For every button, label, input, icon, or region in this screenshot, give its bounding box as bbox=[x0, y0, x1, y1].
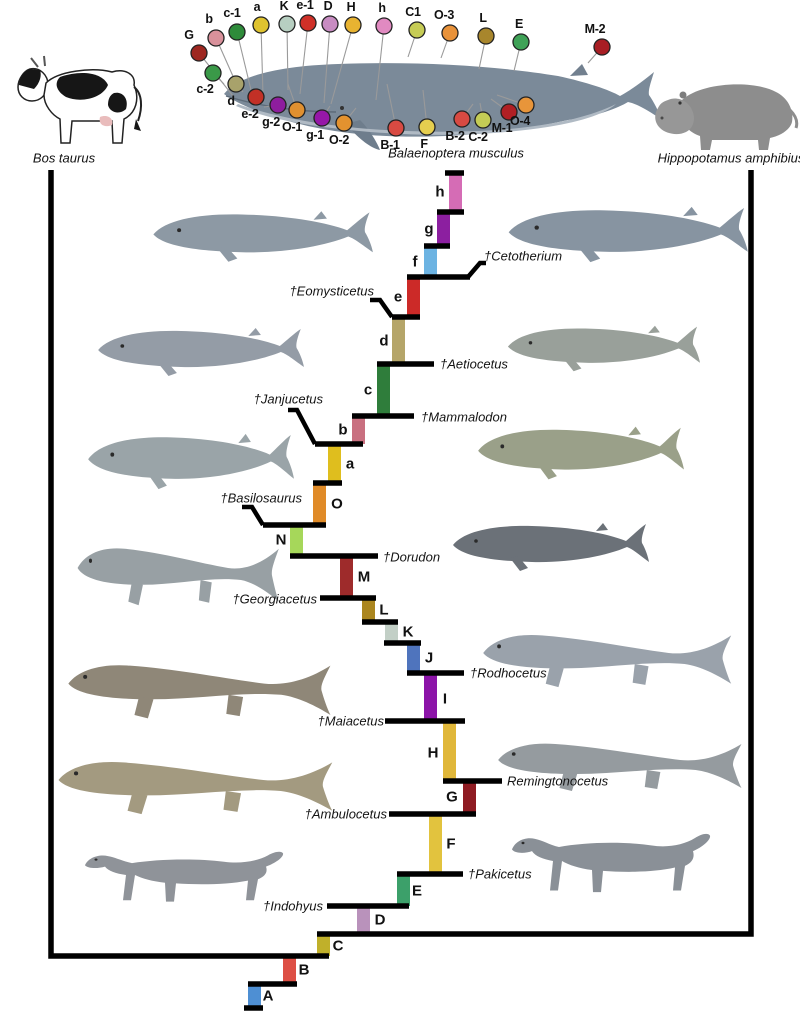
illustration-archaeocete-right-2 bbox=[498, 743, 742, 791]
illustration-whale-right-1 bbox=[508, 206, 748, 263]
marker-circle-e-1 bbox=[299, 14, 317, 32]
marker-circle-C1 bbox=[408, 21, 426, 39]
pectoral-fin bbox=[346, 120, 380, 150]
tree-segment-M bbox=[340, 556, 353, 598]
anatomy-markers bbox=[190, 14, 611, 137]
udder bbox=[99, 115, 113, 127]
janjucetus-stem bbox=[288, 407, 317, 446]
marker-circle-d bbox=[227, 75, 245, 93]
tree-segment-L bbox=[362, 598, 375, 622]
marker-circle-c-2 bbox=[204, 64, 222, 82]
marker-line-h bbox=[375, 25, 385, 101]
marker-circle-D bbox=[321, 15, 339, 33]
marker-circle-e-2 bbox=[247, 88, 265, 106]
marker-circle-b bbox=[207, 29, 225, 47]
dorsal-fin bbox=[570, 64, 588, 76]
marker-line-c-1 bbox=[236, 31, 252, 91]
tree-segment-b bbox=[352, 416, 365, 444]
marker-circle-F bbox=[418, 118, 436, 136]
marker-circle-h bbox=[375, 17, 393, 35]
tree-segment-a bbox=[328, 444, 341, 483]
marker-circle-a bbox=[252, 16, 270, 34]
marker-circle-G bbox=[190, 44, 208, 62]
tree-segment-E bbox=[397, 875, 410, 906]
illustration-quadruped-right bbox=[512, 833, 711, 893]
illustration-whale-left-1 bbox=[153, 211, 373, 262]
tree-segment-H bbox=[443, 722, 456, 781]
marker-line-e-1 bbox=[299, 22, 309, 95]
illustration-archaeocete-left-2 bbox=[68, 665, 331, 719]
tree-segment-K bbox=[385, 622, 398, 643]
tree-segment-G bbox=[463, 781, 476, 814]
marker-line-a bbox=[260, 24, 264, 96]
marker-circle-g-2 bbox=[269, 96, 287, 114]
marker-circle-H bbox=[344, 16, 362, 34]
tree-segment-I bbox=[424, 673, 437, 721]
tree-segment-d bbox=[392, 317, 405, 364]
hippo-eye bbox=[678, 101, 682, 105]
cetotherium-stem bbox=[466, 260, 486, 279]
illustration-archaeocete-right-1 bbox=[483, 634, 732, 688]
marker-circle-E bbox=[512, 33, 530, 51]
marker-circle-O-4 bbox=[517, 96, 535, 114]
tree-segment-D bbox=[357, 907, 370, 934]
hippo-ear bbox=[679, 91, 687, 99]
marker-line-D bbox=[323, 23, 331, 104]
eomysticetus-stem bbox=[370, 297, 394, 319]
tree-segment-A bbox=[248, 985, 261, 1008]
cow-illustration bbox=[17, 55, 143, 144]
illustration-archaeocete-left-3 bbox=[58, 761, 333, 815]
tree-segment-C bbox=[317, 935, 330, 956]
marker-circle-B-1 bbox=[387, 119, 405, 137]
marker-circle-M-2 bbox=[593, 38, 611, 56]
tree-segment-g bbox=[437, 212, 450, 246]
illustration-whale-left-3 bbox=[88, 433, 294, 490]
marker-circle-c-1 bbox=[228, 23, 246, 41]
hippopotamus-branch bbox=[317, 170, 754, 937]
hippo-illustration bbox=[655, 84, 799, 150]
tree-segment-f bbox=[424, 246, 437, 277]
tree-segment-c bbox=[377, 364, 390, 416]
marker-circle-B-2 bbox=[453, 110, 471, 128]
tree-segments bbox=[248, 173, 476, 1008]
cladogram-lines bbox=[48, 170, 754, 1011]
tree-segment-B bbox=[283, 957, 296, 984]
illustration-archaeocete-left-1 bbox=[77, 548, 279, 606]
marker-circle-O-2 bbox=[335, 114, 353, 132]
illustration-quadruped-left bbox=[85, 851, 284, 902]
tree-segment-e bbox=[407, 277, 420, 317]
illustration-whale-right-3 bbox=[478, 426, 684, 480]
basilosaurus-stem bbox=[242, 504, 265, 527]
marker-circle-O-3 bbox=[441, 24, 459, 42]
tree-segment-O bbox=[313, 483, 326, 525]
marker-line-H bbox=[330, 24, 354, 105]
marker-circle-C-2 bbox=[474, 111, 492, 129]
tree-segment-N bbox=[290, 525, 303, 556]
tail-tuft bbox=[134, 119, 141, 131]
marker-line-K bbox=[286, 23, 289, 91]
whale-eye bbox=[340, 106, 344, 110]
marker-circle-M-1 bbox=[500, 103, 518, 121]
marker-circle-L bbox=[477, 27, 495, 45]
bos-taurus-branch bbox=[48, 170, 329, 959]
marker-circle-K bbox=[278, 15, 296, 33]
illustration-whale-left-2 bbox=[98, 328, 304, 376]
tree-segment-F bbox=[429, 815, 442, 874]
marker-circle-O-1 bbox=[288, 101, 306, 119]
marker-circle-g-1 bbox=[313, 109, 331, 127]
tree-segment-h bbox=[449, 173, 462, 212]
tree-segment-J bbox=[407, 643, 420, 673]
illustration-whale-right-2 bbox=[507, 325, 701, 372]
illustration-whale-right-4 bbox=[453, 523, 649, 571]
